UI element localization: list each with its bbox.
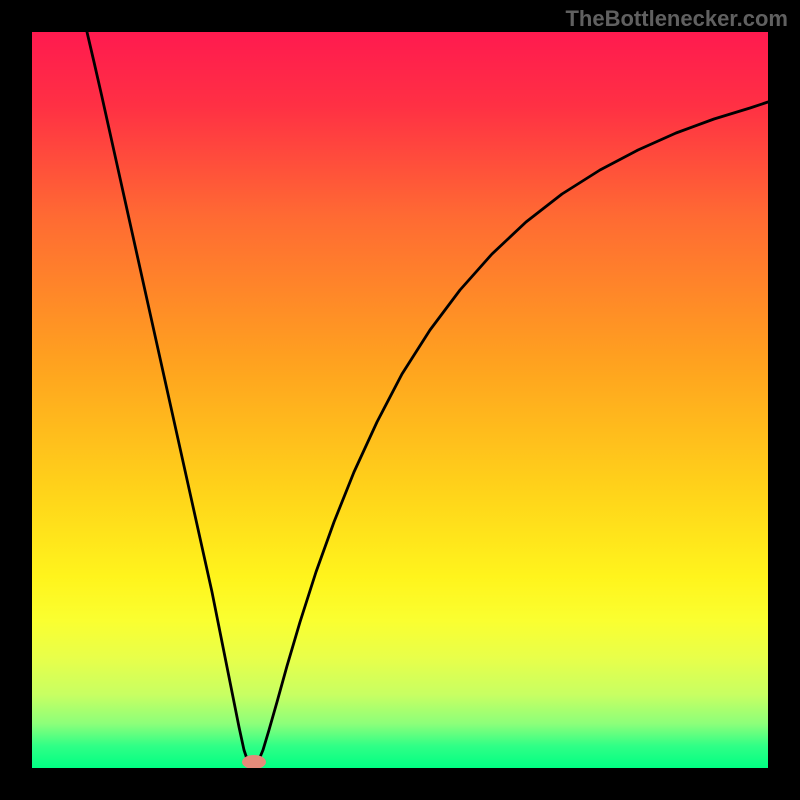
watermark-text: TheBottlenecker.com bbox=[565, 6, 788, 32]
chart-svg bbox=[32, 32, 768, 768]
figure-container: TheBottlenecker.com bbox=[0, 0, 800, 800]
plot-area bbox=[32, 32, 768, 768]
